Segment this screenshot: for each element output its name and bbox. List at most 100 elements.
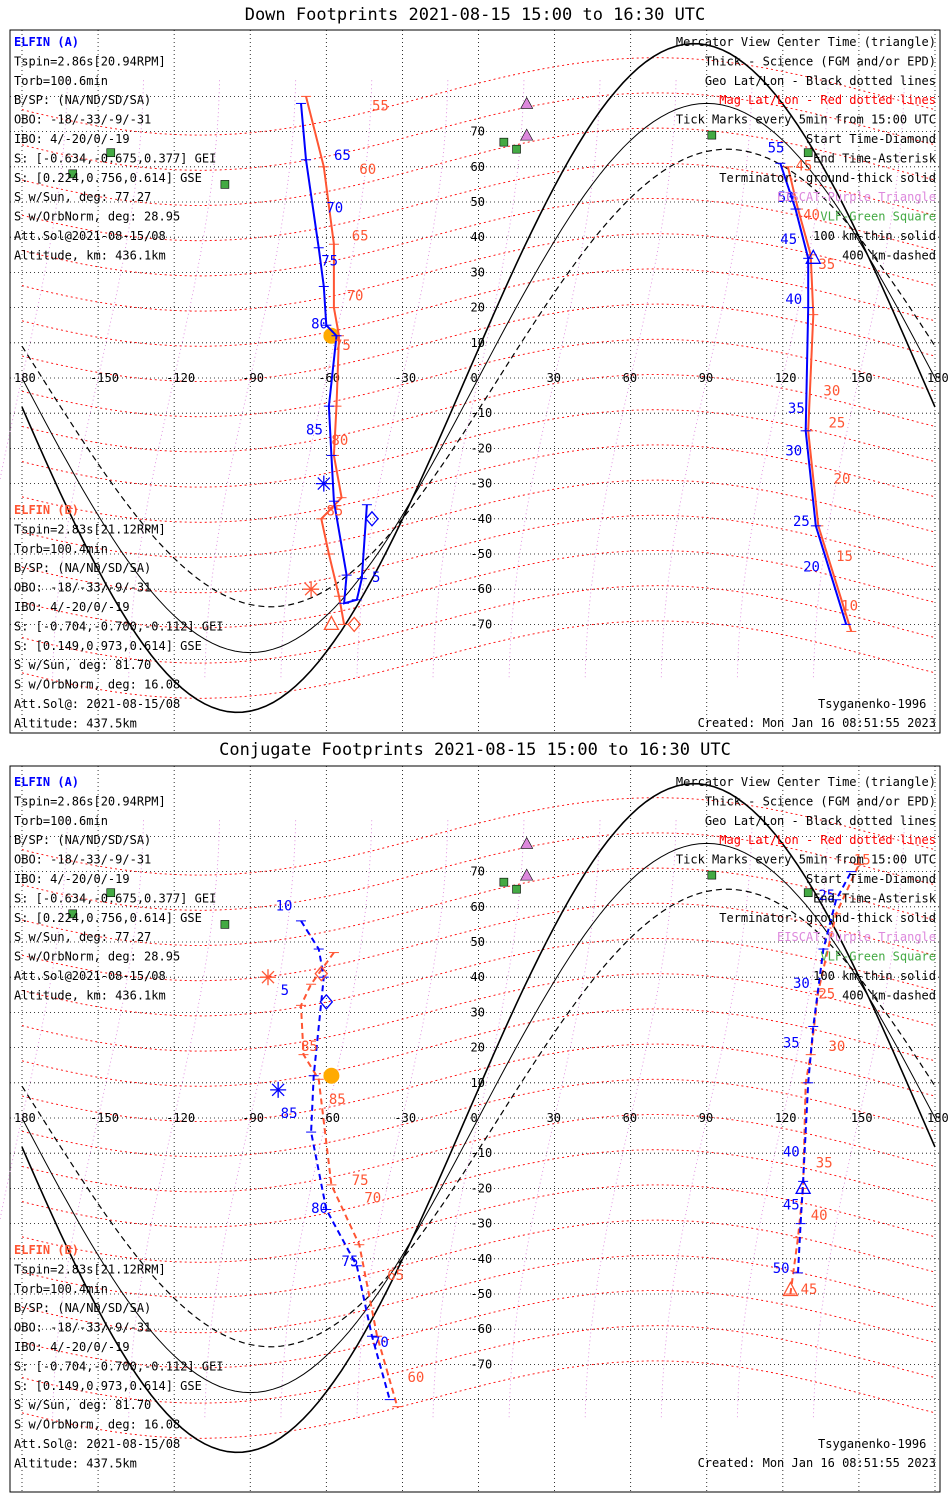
elfin-b-info-line: S: [-0.704,-0.700,-0.112] GEI <box>14 619 224 633</box>
elfin-b-info-line: B/SP: (NA/ND/SD/SA) <box>14 561 151 575</box>
elfin-b-time-label: 85 <box>326 503 343 519</box>
vlf-site-icon <box>499 877 509 887</box>
lon-tick-label: 0 <box>471 1111 478 1125</box>
legend-entry: Thick - Science (FGM and/or EPD) <box>705 794 936 808</box>
lon-tick-label: 60 <box>623 1111 637 1125</box>
elfin-b-time-label: 15 <box>836 549 853 565</box>
lat-tick-label: 10 <box>471 1076 485 1090</box>
elfin-b-time-label: 25 <box>818 986 835 1002</box>
elfin-a-info-line: IBO: 4/-20/0/-19 <box>14 872 130 886</box>
elfin-a-time-label: 30 <box>793 976 810 992</box>
lon-tick-label: 90 <box>699 1111 713 1125</box>
elfin-b-info-line: S w/Sun, deg: 81.70 <box>14 1398 151 1412</box>
down-footprints-map: 180 -150 -120 -90 -60 -30 0 30 60 90 120 150 180 70 60… <box>0 29 949 734</box>
start-diamond-icon <box>314 965 329 982</box>
elfin-a-time-label: 40 <box>785 292 802 308</box>
elfin-b-info-line: Torb=100.4min <box>14 542 108 556</box>
lat-tick-label: 20 <box>471 1041 485 1055</box>
lat-tick-label: -60 <box>471 1322 493 1336</box>
lat-tick-label: -30 <box>471 1217 493 1231</box>
legend-entry: Geo Lat/Lon - Black dotted lines <box>705 814 936 828</box>
elfin-b-info-line: Altitude: 437.5km <box>14 716 137 730</box>
panel-title: Conjugate Footprints 2021-08-15 15:00 to… <box>219 740 731 760</box>
vlf-site-icon <box>106 888 116 898</box>
lat-tick-label: 50 <box>471 195 485 209</box>
legend-entry: EISCAT-Purple Triangle <box>777 190 936 204</box>
mag-lon-line <box>204 818 297 1418</box>
elfin-b-info-line: IBO: 4/-20/0/-19 <box>14 600 130 614</box>
center-triangle-icon <box>782 1281 799 1297</box>
elfin-a-info-line: Altitude, km: 436.1km <box>14 248 166 262</box>
terminator-ground <box>21 42 936 714</box>
lon-tick-label: -150 <box>90 371 119 385</box>
elfin-a-time-label: 20 <box>803 560 820 576</box>
legend-entry: Mercator View Center Time (triangle) <box>676 35 936 49</box>
mag-lon-line <box>584 818 677 1418</box>
elfin-a-time-label: 25 <box>818 888 835 904</box>
elfin-a-info-line: Tspin=2.86s[20.94RPM] <box>14 794 166 808</box>
legend-entry: Geo Lat/Lon - Black dotted lines <box>705 74 936 88</box>
mag-grid <box>0 57 936 699</box>
legend-entry: Mag Lat/Lon - Red dotted lines <box>719 93 936 107</box>
mag-lon-line <box>128 78 221 678</box>
elfin-a-time-label: 85 <box>306 422 323 438</box>
legend-entry: Mag Lat/Lon - Red dotted lines <box>719 833 936 847</box>
elfin-a-time-label: 30 <box>785 443 802 459</box>
elfin-a-time-label: 45 <box>783 1198 800 1214</box>
lat-tick-label: 50 <box>471 935 485 949</box>
elfin-a-info-line: S: [0.224,0.756,0.614] GSE <box>14 911 202 925</box>
elfin-a-time-label: 50 <box>773 1261 790 1277</box>
elfin-b-time-label: 65 <box>387 1268 404 1284</box>
elfin-b-info-line: S: [0.149,0.973,0.614] GSE <box>14 639 202 653</box>
lat-tick-label: -70 <box>471 617 493 631</box>
legend-entry: 100 km-thin solid <box>813 229 936 243</box>
lon-tick-label: 30 <box>547 1111 561 1125</box>
legend-entry: 400 km-dashed <box>842 248 936 262</box>
lat-tick-label: 30 <box>471 265 485 279</box>
legend-entry: Terminator: ground-thick solid <box>719 911 936 925</box>
elfin-a-info-line: OBO: -18/-33/-9/-31 <box>14 853 151 867</box>
lon-tick-label: 180 <box>14 1111 36 1125</box>
elfin-a-time-label: 35 <box>783 1036 800 1052</box>
lon-tick-label: -60 <box>318 371 340 385</box>
elfin-a-heading: ELFIN (A) <box>14 35 79 49</box>
lat-tick-label: 70 <box>471 865 485 879</box>
elfin-b-heading: ELFIN (B) <box>14 503 79 517</box>
elfin-b-time-label: 70 <box>364 1190 381 1206</box>
elfin-b-info-line: OBO: -18/-33/-9/-31 <box>14 1321 151 1335</box>
elfin-b-track-east <box>789 864 860 1295</box>
mag-lon-line <box>356 78 449 678</box>
elfin-a-info-line: Tspin=2.86s[20.94RPM] <box>14 54 166 68</box>
elfin-b-time-label: 55 <box>372 98 389 114</box>
elfin-b-time-label: 75 <box>334 338 351 354</box>
lon-tick-label: -150 <box>90 1111 119 1125</box>
mag-lon-line <box>432 818 525 1418</box>
elfin-b-time-label: 85 <box>329 1092 346 1108</box>
elfin-a-time-label: 70 <box>372 1335 389 1351</box>
start-diamond-icon <box>365 510 379 527</box>
lat-tick-label: 40 <box>471 970 485 984</box>
legend-entry: 100 km-thin solid <box>813 969 936 983</box>
lon-tick-label: -120 <box>166 1111 195 1125</box>
lat-tick-label: 10 <box>471 336 485 350</box>
elfin-a-info-line: S w/Sun, deg: 77.27 <box>14 190 151 204</box>
elfin-b-time-label: 20 <box>834 472 851 488</box>
mag-lon-line <box>432 78 525 678</box>
elfin-a-time-label: 35 <box>788 401 805 417</box>
vlf-site-icon <box>68 909 78 919</box>
center-triangle-icon <box>323 615 340 631</box>
mag-lon-line <box>660 78 753 678</box>
mag-lon-line <box>356 818 449 1418</box>
elfin-b-info-line: Altitude: 437.5km <box>14 1456 137 1470</box>
terminator-400km <box>21 888 936 1348</box>
lon-tick-label: -30 <box>394 1111 416 1125</box>
lat-tick-label: -70 <box>471 1357 493 1371</box>
vlf-site-icon <box>220 180 230 189</box>
legend-entry: Thick - Science (FGM and/or EPD) <box>705 54 936 68</box>
lon-tick-label: 120 <box>775 371 797 385</box>
elfin-a-info-line: S: [-0.634,-0.675,0.377] GEI <box>14 891 216 905</box>
elfin-b-time-label: 85 <box>301 1039 318 1055</box>
mag-lon-line <box>660 818 753 1418</box>
elfin-b-info-line: OBO: -18/-33/-9/-31 <box>14 581 151 595</box>
elfin-a-info-line: OBO: -18/-33/-9/-31 <box>14 113 151 127</box>
